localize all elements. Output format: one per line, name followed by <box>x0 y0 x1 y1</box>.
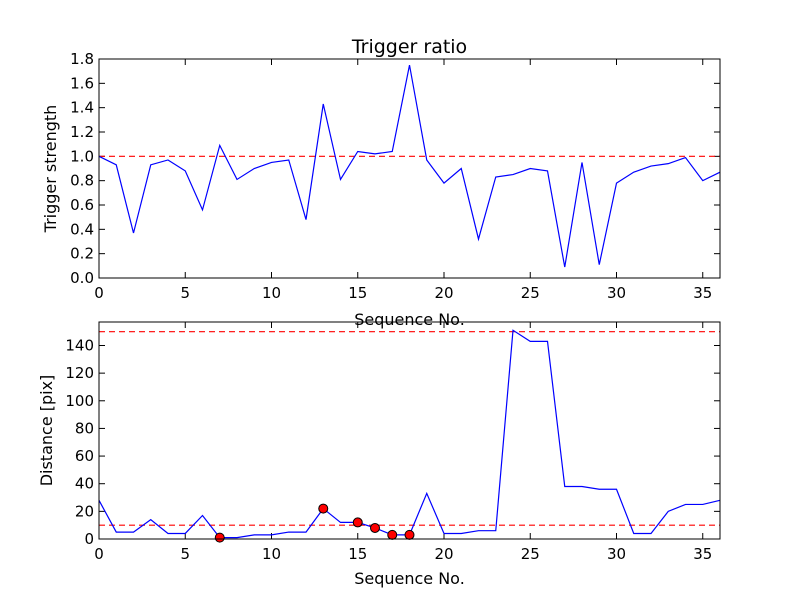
y-tick-label: 1.6 <box>70 74 94 92</box>
data-point-marker <box>214 532 225 543</box>
trigger-ratio-chart: Trigger ratio 0 5 10 15 20 25 30 35 0.0 0.2 0.4 0.6… <box>41 36 721 329</box>
y-tick-label: 60 <box>75 447 94 465</box>
chart-title: Trigger ratio <box>351 36 467 58</box>
series-line <box>98 64 721 268</box>
y-tick-label: 20 <box>75 502 94 520</box>
x-tick-label: 25 <box>521 284 540 302</box>
data-point-marker <box>370 522 380 533</box>
plot-area-frame <box>98 58 721 279</box>
x-tick-label: 10 <box>262 284 281 302</box>
x-tick-label: 25 <box>521 545 540 563</box>
y-tick-label: 120 <box>65 364 94 382</box>
y-axis-label: Trigger strength <box>41 105 60 234</box>
y-tick-label: 1.2 <box>70 123 94 141</box>
x-tick-label: 35 <box>693 284 712 302</box>
x-tick-label: 30 <box>607 545 626 563</box>
distance-chart: 0 5 10 15 20 25 30 35 0 20 40 60 80 100 120 140 Sequenc… <box>37 321 721 588</box>
y-tick-label: 0 <box>84 530 94 548</box>
data-point-marker <box>352 517 363 528</box>
y-tick-label: 0.2 <box>70 245 94 263</box>
y-tick-label: 1.0 <box>70 147 94 165</box>
x-axis-label: Sequence No. <box>354 569 465 588</box>
y-tick-label: 1.4 <box>70 99 94 117</box>
y-tick-label: 40 <box>75 475 94 493</box>
x-tick-label: 5 <box>180 545 190 563</box>
x-tick-label: 0 <box>94 545 104 563</box>
y-tick-label: 0.8 <box>70 172 94 190</box>
data-point-marker <box>318 503 329 514</box>
x-axis-label: Sequence No. <box>354 310 465 329</box>
y-axis-label: Distance [pix] <box>37 375 56 487</box>
data-point-marker <box>404 529 415 540</box>
y-tick-label: 80 <box>75 419 94 437</box>
y-tick-label: 0.4 <box>70 220 94 238</box>
y-tick-label: 0.0 <box>70 269 94 287</box>
x-tick-label: 20 <box>434 545 453 563</box>
x-tick-label: 20 <box>434 284 453 302</box>
x-tick-label: 10 <box>262 545 281 563</box>
x-tick-label: 35 <box>693 545 712 563</box>
x-tick-label: 0 <box>94 284 104 302</box>
y-tick-label: 0.6 <box>70 196 94 214</box>
series-line <box>98 329 721 539</box>
x-tick-label: 15 <box>348 284 367 302</box>
x-tick-label: 5 <box>180 284 190 302</box>
y-tick-label: 100 <box>65 392 94 410</box>
x-tick-label: 30 <box>607 284 626 302</box>
y-tick-label: 140 <box>65 336 94 354</box>
data-point-marker <box>387 529 398 540</box>
y-tick-label: 1.8 <box>70 50 94 68</box>
x-tick-label: 15 <box>348 545 367 563</box>
plot-area-frame <box>98 321 721 540</box>
